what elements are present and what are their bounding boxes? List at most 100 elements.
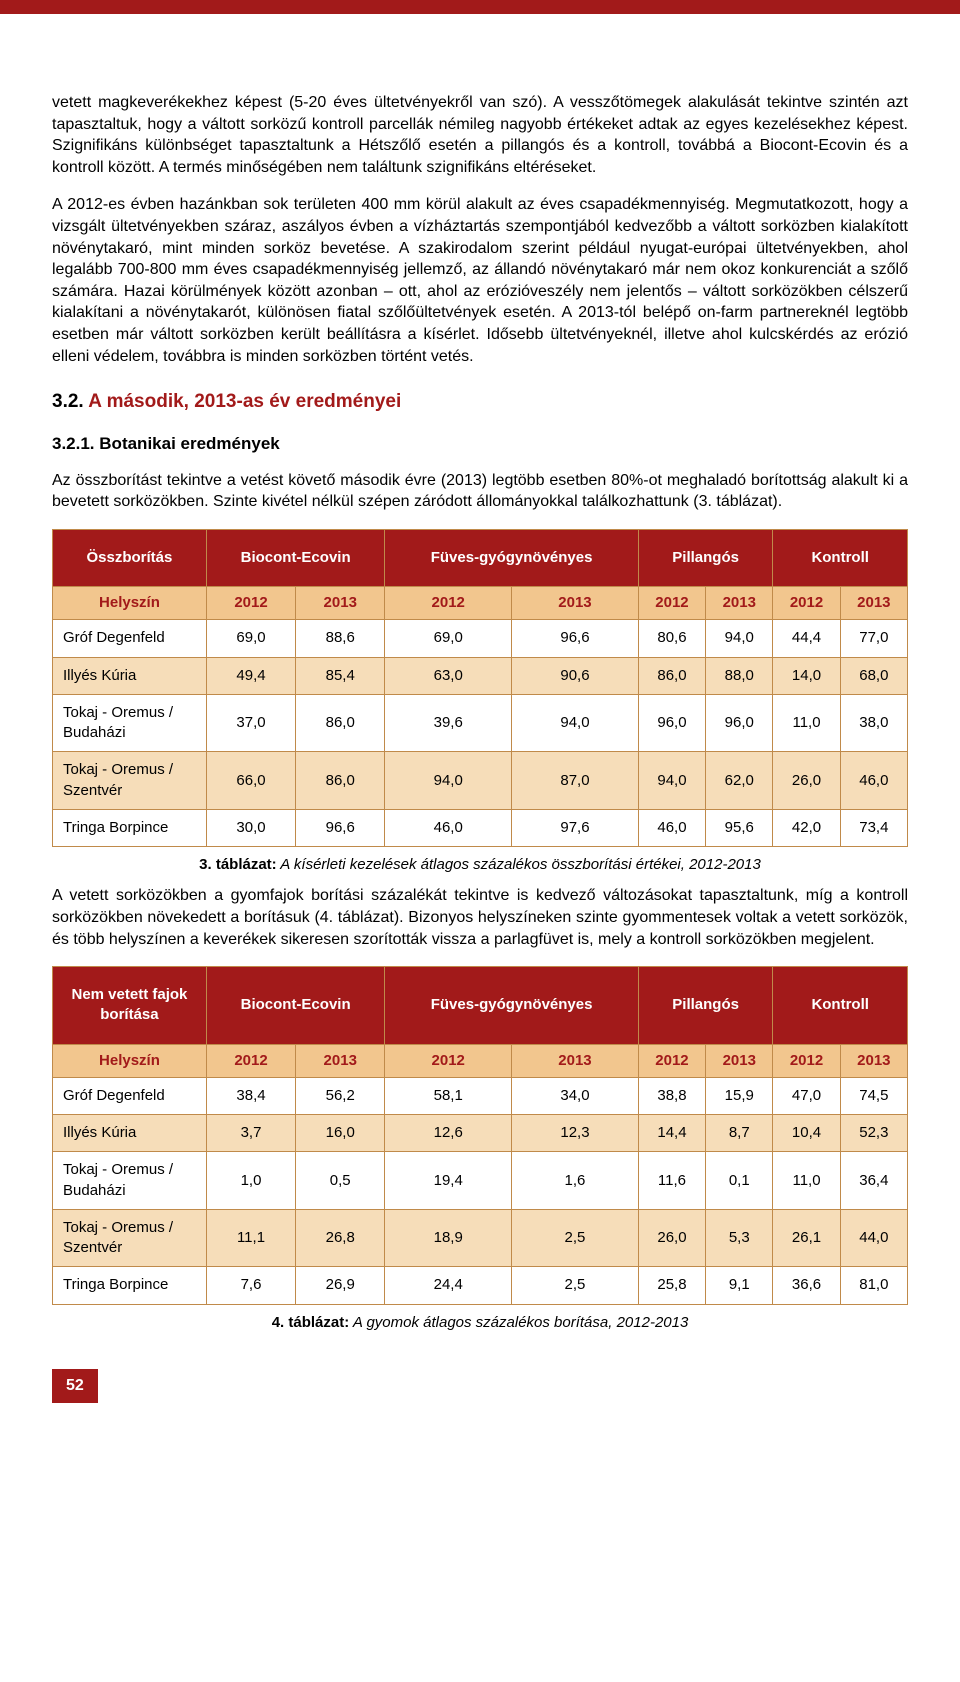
table-row: Tokaj - Oremus / Budaházi1,00,519,41,611… [53,1152,908,1210]
table-4-year-0: 2012 [206,1044,295,1077]
table-3-year-6: 2012 [773,587,840,620]
table-4-cell: 9,1 [706,1267,773,1304]
table-3-group-3: Kontroll [773,529,908,586]
table-3-site: Illyés Kúria [53,657,207,694]
table-4-cell: 3,7 [206,1115,295,1152]
table-4-cell: 34,0 [512,1077,639,1114]
table-4-cell: 11,1 [206,1209,295,1267]
table-row: Gróf Degenfeld69,088,669,096,680,694,044… [53,620,908,657]
table-4-cell: 26,0 [638,1209,705,1267]
table-3-group-2: Pillangós [638,529,773,586]
table-3-cell: 86,0 [296,752,385,810]
table-row: Illyés Kúria3,716,012,612,314,48,710,452… [53,1115,908,1152]
table-4-cell: 16,0 [296,1115,385,1152]
table-row: Gróf Degenfeld38,456,258,134,038,815,947… [53,1077,908,1114]
table-4-cell: 12,3 [512,1115,639,1152]
table-3-site: Gróf Degenfeld [53,620,207,657]
table-3-cell: 77,0 [840,620,907,657]
table-4-cell: 44,0 [840,1209,907,1267]
table-3-cell: 66,0 [206,752,295,810]
table-row: Illyés Kúria49,485,463,090,686,088,014,0… [53,657,908,694]
table-3-cell: 94,0 [706,620,773,657]
table-3-cell: 95,6 [706,809,773,846]
table-3-year-7: 2013 [840,587,907,620]
table-3-cell: 46,0 [385,809,512,846]
table-3-group-1: Füves-gyógynövényes [385,529,638,586]
table-3-site: Tokaj - Oremus / Budaházi [53,694,207,752]
table-3-cell: 96,6 [296,809,385,846]
table-3-cell: 73,4 [840,809,907,846]
table-4-title: Nem vetett fajok borítása [53,967,207,1045]
table-4-cell: 2,5 [512,1267,639,1304]
table-3-cell: 63,0 [385,657,512,694]
table-4-cell: 38,4 [206,1077,295,1114]
table-3-cell: 68,0 [840,657,907,694]
table-4-cell: 15,9 [706,1077,773,1114]
table-4-group-3: Kontroll [773,967,908,1045]
table-3-cell: 69,0 [206,620,295,657]
table-4-header-groups: Nem vetett fajok borítása Biocont-Ecovin… [53,967,908,1045]
table-4-cell: 11,6 [638,1152,705,1210]
table-4-cell: 56,2 [296,1077,385,1114]
heading-3-2-text: A második, 2013-as év eredményei [88,391,401,412]
table-3-caption-ital: A kísérleti kezelések átlagos százalékos… [277,856,761,873]
table-3-cell: 11,0 [773,694,840,752]
table-4-cell: 5,3 [706,1209,773,1267]
table-4-cell: 26,8 [296,1209,385,1267]
table-3-cell: 80,6 [638,620,705,657]
table-3-cell: 94,0 [512,694,639,752]
table-4-group-2: Pillangós [638,967,773,1045]
table-row: Tringa Borpince7,626,924,42,525,89,136,6… [53,1267,908,1304]
table-3-year-2: 2012 [385,587,512,620]
table-row: Tringa Borpince30,096,646,097,646,095,64… [53,809,908,846]
table-4-year-1: 2013 [296,1044,385,1077]
table-3-cell: 62,0 [706,752,773,810]
table-3-cell: 46,0 [840,752,907,810]
table-3-cell: 26,0 [773,752,840,810]
table-3-cell: 96,0 [706,694,773,752]
table-4-cell: 81,0 [840,1267,907,1304]
table-3-cell: 46,0 [638,809,705,846]
table-4-year-5: 2013 [706,1044,773,1077]
table-4-year-7: 2013 [840,1044,907,1077]
table-3-year-4: 2012 [638,587,705,620]
heading-3-2-1-num: 3.2.1. [52,434,95,453]
page-number: 52 [52,1369,98,1403]
table-4-site-label: Helyszín [53,1044,207,1077]
table-4-cell: 19,4 [385,1152,512,1210]
table-4-cell: 1,0 [206,1152,295,1210]
table-4-cell: 38,8 [638,1077,705,1114]
table-4-year-3: 2013 [512,1044,639,1077]
table-4: Nem vetett fajok borítása Biocont-Ecovin… [52,966,908,1305]
table-3-cell: 69,0 [385,620,512,657]
table-4-cell: 24,4 [385,1267,512,1304]
table-4-group-0: Biocont-Ecovin [206,967,384,1045]
table-3-year-1: 2013 [296,587,385,620]
table-3-group-0: Biocont-Ecovin [206,529,384,586]
table-4-cell: 10,4 [773,1115,840,1152]
table-3-cell: 14,0 [773,657,840,694]
table-3-cell: 30,0 [206,809,295,846]
table-4-cell: 7,6 [206,1267,295,1304]
table-3: Összborítás Biocont-Ecovin Füves-gyógynö… [52,529,908,847]
table-3-cell: 88,6 [296,620,385,657]
table-3-cell: 38,0 [840,694,907,752]
table-row: Tokaj - Oremus / Budaházi37,086,039,694,… [53,694,908,752]
page-content: vetett magkeverékekhez képest (5-20 éves… [0,14,960,1429]
table-4-group-1: Füves-gyógynövényes [385,967,638,1045]
table-3-caption: 3. táblázat: A kísérleti kezelések átlag… [52,855,908,875]
paragraph-3: Az összborítást tekintve a vetést követő… [52,470,908,513]
heading-3-2-num: 3.2. [52,391,84,412]
header-bar [0,0,960,14]
table-3-site: Tringa Borpince [53,809,207,846]
table-3-cell: 88,0 [706,657,773,694]
table-4-cell: 12,6 [385,1115,512,1152]
table-4-header-years: Helyszín 2012 2013 2012 2013 2012 2013 2… [53,1044,908,1077]
table-4-site: Gróf Degenfeld [53,1077,207,1114]
table-row: Tokaj - Oremus / Szentvér11,126,818,92,5… [53,1209,908,1267]
table-4-cell: 0,1 [706,1152,773,1210]
table-4-cell: 1,6 [512,1152,639,1210]
table-3-cell: 94,0 [385,752,512,810]
table-4-cell: 8,7 [706,1115,773,1152]
table-4-cell: 52,3 [840,1115,907,1152]
